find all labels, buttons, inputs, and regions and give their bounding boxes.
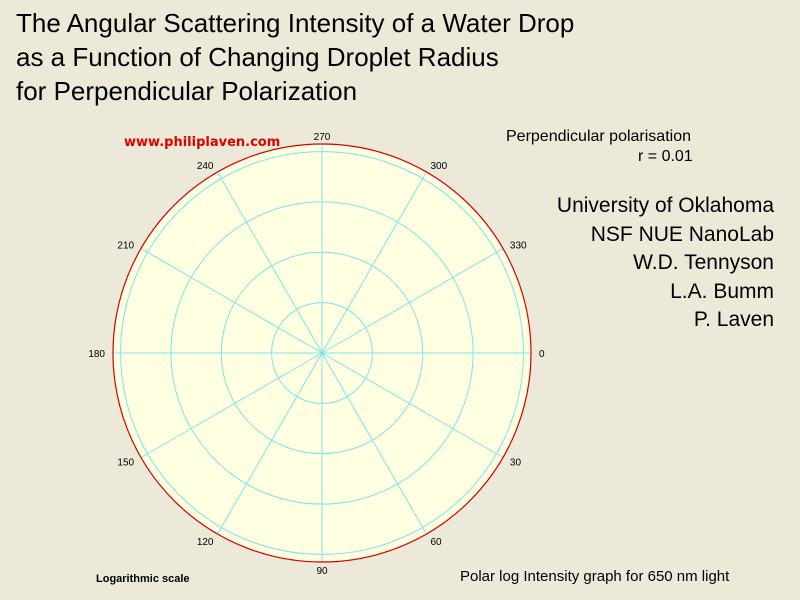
credit-line: L.A. Bumm bbox=[670, 279, 774, 303]
angle-tick-label: 300 bbox=[431, 161, 448, 172]
title-line-2: as a Function of Changing Droplet Radius bbox=[16, 42, 499, 72]
angle-tick-label: 0 bbox=[539, 349, 545, 360]
title-line-3: for Perpendicular Polarization bbox=[16, 76, 358, 106]
credit-line: W.D. Tennyson bbox=[633, 251, 774, 274]
angle-tick-label: 210 bbox=[117, 241, 134, 252]
scale-label: Logarithmic scale bbox=[96, 573, 190, 585]
angle-spoke bbox=[140, 248, 323, 354]
angle-spoke bbox=[321, 171, 427, 354]
angle-spoke bbox=[321, 248, 504, 354]
radius-label: r = 0.01 bbox=[638, 148, 693, 165]
credit-line: University of Oklahoma bbox=[556, 194, 774, 217]
angle-spoke bbox=[217, 171, 323, 354]
footer-note: Polar log Intensity graph for 650 nm lig… bbox=[460, 568, 730, 585]
title-line-1: The Angular Scattering Intensity of a Wa… bbox=[16, 8, 575, 38]
angle-spoke bbox=[217, 352, 323, 535]
angle-tick-label: 180 bbox=[88, 349, 105, 360]
credit-line: NSF NUE NanoLab bbox=[590, 222, 774, 246]
angle-spoke bbox=[321, 352, 427, 535]
angle-tick-label: 30 bbox=[510, 458, 522, 469]
angle-tick-label: 240 bbox=[197, 161, 214, 172]
watermark-url: www.philiplaven.com bbox=[124, 135, 281, 150]
angle-tick-label: 120 bbox=[197, 537, 214, 548]
angle-tick-label: 60 bbox=[431, 537, 443, 548]
angle-tick-label: 150 bbox=[117, 458, 134, 469]
angle-tick-label: 90 bbox=[316, 566, 328, 577]
angle-tick-label: 270 bbox=[314, 132, 331, 143]
credit-line: P. Laven bbox=[693, 308, 774, 331]
angle-tick-label: 330 bbox=[510, 241, 527, 252]
polar-grid bbox=[112, 143, 532, 563]
chart-title: The Angular Scattering Intensity of a Wa… bbox=[16, 6, 574, 108]
angle-tick-labels: 0 30 60 90 120 150 180 210 240 270 300 330 bbox=[88, 132, 545, 577]
credits-block: University of Oklahoma NSF NUE NanoLab W… bbox=[557, 192, 774, 335]
plot-rim bbox=[112, 143, 532, 563]
polarisation-label: Perpendicular polarisation bbox=[506, 128, 691, 145]
angle-spoke bbox=[140, 352, 323, 458]
angle-spoke bbox=[321, 352, 504, 458]
